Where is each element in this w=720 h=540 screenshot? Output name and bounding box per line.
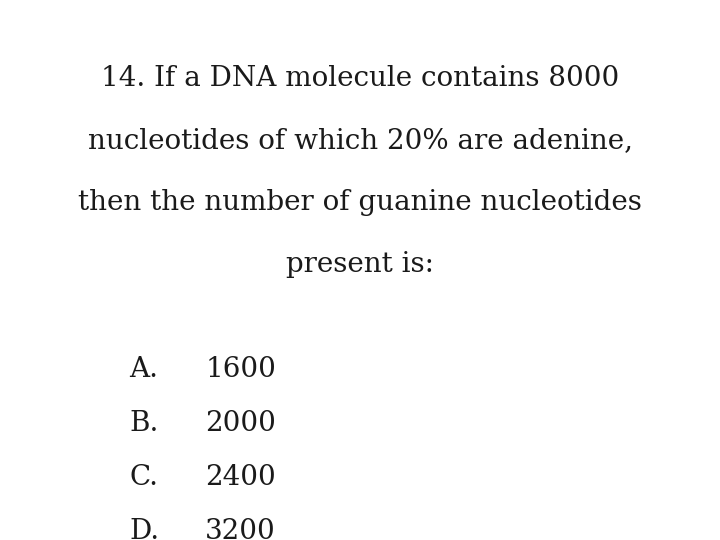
Text: D.: D.	[130, 518, 160, 540]
Text: A.: A.	[130, 356, 158, 383]
Text: 1600: 1600	[205, 356, 276, 383]
Text: 2400: 2400	[205, 464, 276, 491]
Text: 2000: 2000	[205, 410, 276, 437]
Text: C.: C.	[130, 464, 158, 491]
Text: present is:: present is:	[286, 251, 434, 278]
Text: B.: B.	[130, 410, 159, 437]
Text: nucleotides of which 20% are adenine,: nucleotides of which 20% are adenine,	[88, 127, 632, 154]
Text: 3200: 3200	[205, 518, 276, 540]
Text: then the number of guanine nucleotides: then the number of guanine nucleotides	[78, 189, 642, 216]
Text: 14. If a DNA molecule contains 8000: 14. If a DNA molecule contains 8000	[101, 65, 619, 92]
